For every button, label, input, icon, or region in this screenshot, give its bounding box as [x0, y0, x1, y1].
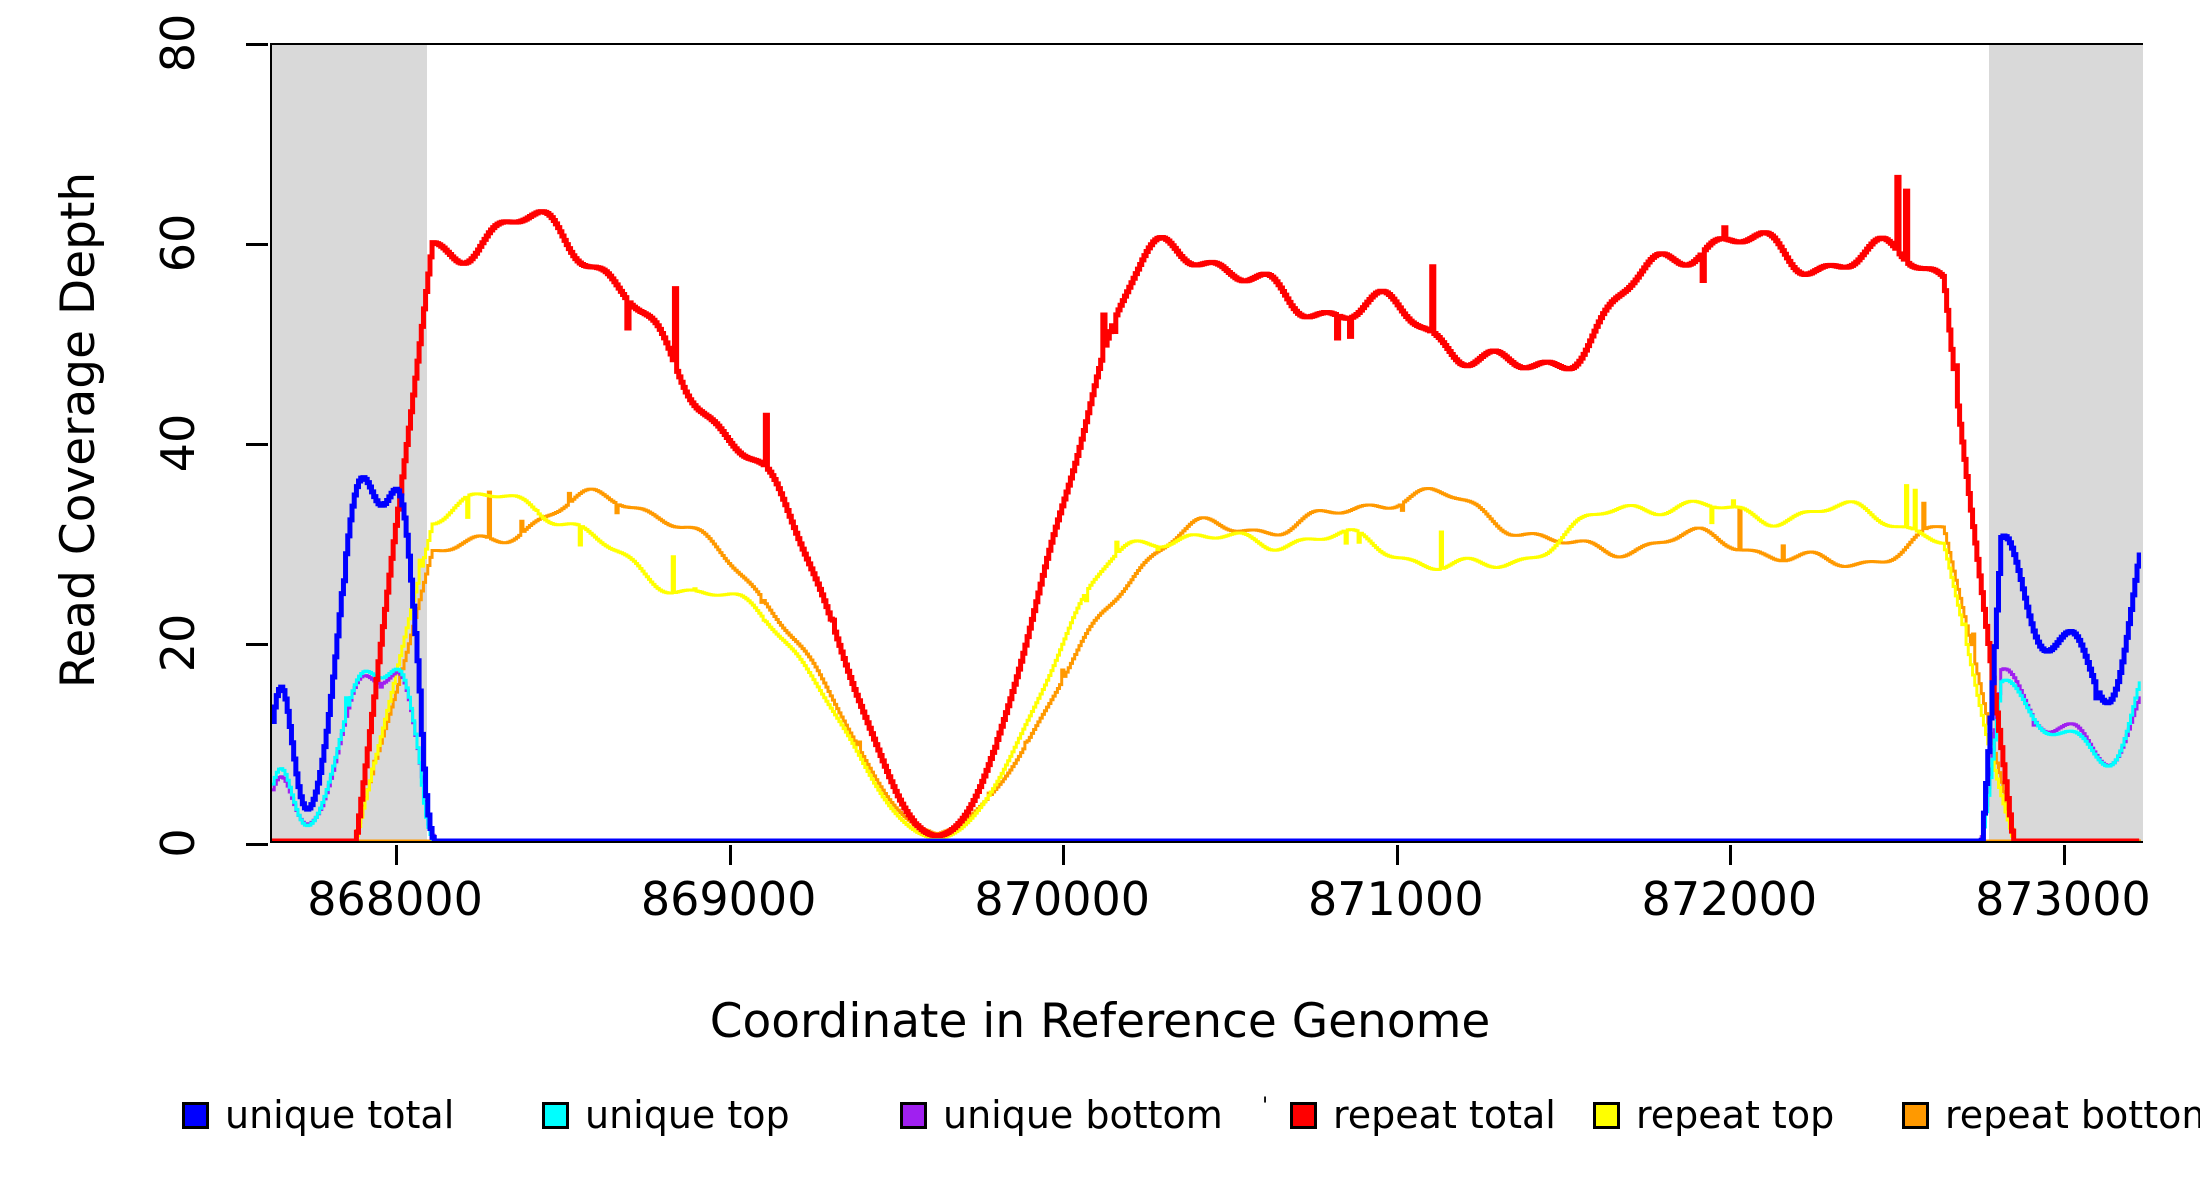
series-unique-top: [272, 669, 2139, 841]
legend-label: repeat total: [1333, 1093, 1556, 1137]
legend-item-repeat-bottom[interactable]: repeat bottom: [1902, 1090, 2200, 1140]
x-tick-label: 873000: [1975, 872, 2151, 926]
series-repeat-total: [272, 177, 2139, 841]
y-axis-title: Read Coverage Depth: [50, 171, 106, 689]
legend-separator-mark: ': [1262, 1094, 1269, 1119]
legend-item-unique-top[interactable]: unique top: [542, 1090, 790, 1140]
y-tick-mark: [246, 643, 268, 646]
x-axis-title: Coordinate in Reference Genome: [709, 994, 1491, 1049]
x-tick-label: 870000: [974, 872, 1151, 926]
legend-item-unique-total[interactable]: unique total: [182, 1090, 454, 1140]
legend-swatch-icon: [900, 1101, 927, 1129]
x-tick-mark: [1062, 845, 1066, 865]
shaded-region-right: [1989, 45, 2143, 841]
legend-label: repeat bottom: [1945, 1093, 2200, 1137]
legend-swatch-icon: [182, 1101, 209, 1129]
x-tick-label: 872000: [1641, 872, 1818, 926]
x-tick-mark: [2062, 845, 2066, 865]
y-tick-label: 0: [118, 813, 238, 873]
legend-swatch-icon: [1290, 1101, 1317, 1129]
y-tick-label-text: 80: [151, 13, 205, 73]
y-tick-mark: [246, 43, 268, 46]
series-repeat-bottom: [272, 488, 2139, 841]
legend-swatch-icon: [542, 1101, 569, 1129]
x-tick-label: 868000: [307, 872, 483, 926]
legend-swatch-icon: [1902, 1101, 1929, 1129]
legend-item-unique-bottom[interactable]: unique bottom: [900, 1090, 1223, 1140]
y-tick-label: 20: [118, 613, 238, 673]
y-tick-mark: [246, 243, 268, 246]
y-tick-mark: [246, 443, 268, 446]
legend-label: repeat top: [1636, 1093, 1835, 1137]
y-tick-label: 40: [118, 413, 238, 473]
legend-label: unique total: [225, 1093, 455, 1137]
x-tick-mark: [1729, 845, 1733, 865]
y-tick-label: 60: [118, 213, 238, 273]
x-tick-label: 869000: [640, 872, 817, 926]
series-unique-total: [272, 478, 2139, 841]
legend-item-repeat-total[interactable]: repeat total: [1290, 1090, 1556, 1140]
series-repeat-top: [272, 486, 2139, 841]
series-unique-bottom: [272, 669, 2139, 841]
legend-label: unique top: [585, 1093, 790, 1137]
y-tick-mark: [246, 843, 268, 846]
coverage-curves: [272, 45, 2141, 841]
y-tick-label-text: 20: [151, 613, 205, 673]
x-tick-label: 871000: [1307, 872, 1484, 926]
y-tick-label: 80: [118, 13, 238, 73]
legend: unique total unique top unique bottom repea…: [0, 1090, 2200, 1150]
y-tick-label-text: 40: [151, 413, 205, 473]
y-tick-label-text: 0: [151, 828, 205, 858]
x-tick-mark: [395, 845, 399, 865]
plot-area: [270, 43, 2143, 843]
x-tick-mark: [1395, 845, 1399, 865]
x-tick-mark: [728, 845, 732, 865]
legend-item-repeat-top[interactable]: repeat top: [1593, 1090, 1834, 1140]
y-tick-label-text: 60: [151, 213, 205, 273]
legend-swatch-icon: [1593, 1101, 1620, 1129]
legend-label: unique bottom: [943, 1093, 1223, 1137]
